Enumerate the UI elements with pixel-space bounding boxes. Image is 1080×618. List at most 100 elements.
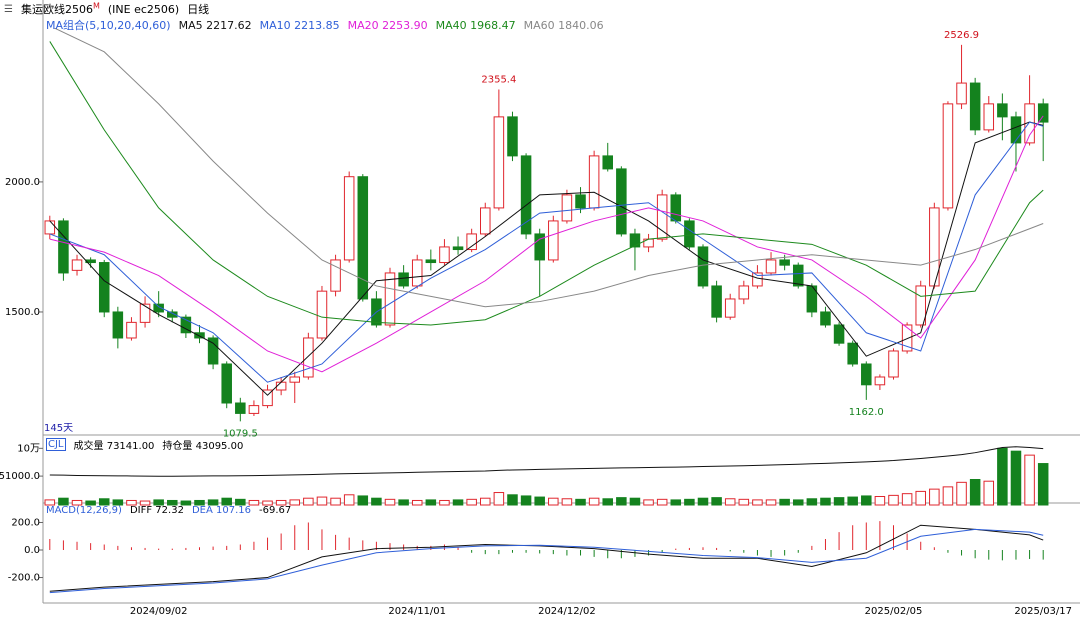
candle-body	[493, 116, 505, 209]
volume-bar	[289, 499, 301, 506]
days-label: 145天	[44, 423, 74, 434]
candle-body	[439, 246, 450, 264]
volume-bar	[874, 496, 886, 506]
volume-bar	[561, 498, 573, 506]
volume-bar	[425, 499, 437, 506]
volume-bar	[71, 499, 83, 506]
legend-item: MA20 2253.90	[348, 19, 428, 32]
candle-body	[629, 233, 641, 248]
volume-legend: CJL 成交量 73141.00 持仓量 43095.00	[46, 437, 243, 452]
candle-body	[820, 311, 831, 326]
volume-bar	[806, 498, 818, 506]
volume-bar	[997, 447, 1008, 506]
legend-value: 1968.47	[470, 18, 516, 32]
candle-body	[956, 82, 967, 105]
volume-bar	[139, 500, 151, 506]
y-tick-label: 2000.0	[5, 177, 40, 188]
volume-bar	[44, 499, 56, 506]
volume-bar	[629, 497, 641, 506]
legend-value: 2213.85	[294, 18, 340, 32]
candle-body	[1010, 116, 1022, 144]
volume-bar	[180, 500, 192, 506]
candle-body	[71, 259, 83, 271]
volume-bar	[888, 494, 899, 506]
candle-body	[752, 272, 763, 287]
volume-bar	[58, 497, 69, 506]
volume-bar	[452, 499, 464, 506]
volume-bar	[670, 499, 682, 506]
dea-line	[49, 528, 1044, 594]
volume-bar	[697, 497, 709, 506]
volume-bar	[153, 499, 164, 506]
volume-bar	[901, 493, 913, 506]
volume-bar	[779, 498, 790, 506]
candle-body	[724, 298, 736, 318]
candle-body	[112, 311, 124, 339]
volume-bar	[548, 497, 559, 506]
candle-body	[98, 262, 110, 313]
volume-bar	[983, 480, 995, 506]
candle-body	[969, 82, 981, 131]
candle-body	[262, 389, 273, 407]
volume-bar	[167, 499, 178, 506]
y-tick-label: 200.0	[11, 517, 40, 528]
candle-body	[466, 233, 477, 251]
volume-bar	[942, 486, 954, 506]
legend-value: 2253.90	[382, 18, 428, 32]
candle-body	[942, 103, 954, 209]
volume-bar	[643, 499, 654, 506]
volume-bar	[724, 498, 736, 506]
candle-body	[180, 316, 192, 334]
candle-body	[997, 103, 1008, 118]
menu-icon[interactable]: ☰	[4, 3, 13, 15]
y-tick-label: -200.0	[8, 573, 40, 584]
code: (INE ec2506)	[107, 2, 180, 16]
volume-bar	[98, 498, 110, 506]
volume-bar	[207, 499, 219, 506]
period-select[interactable]: 日线	[187, 3, 210, 16]
candle-body	[711, 285, 722, 318]
legend-item: MA40 1968.47	[436, 19, 516, 32]
candle-body	[847, 342, 858, 365]
volume-bar	[929, 488, 940, 506]
legend-name: MA40	[435, 18, 467, 32]
x-tick-label: 2024/11/01	[388, 606, 446, 617]
candle-body	[235, 402, 246, 414]
volume-bar	[343, 494, 355, 506]
volume-bar	[126, 499, 137, 506]
candle-body	[316, 290, 328, 339]
legend-name: MA10	[259, 18, 291, 32]
volume-bar	[711, 497, 722, 506]
volume-title[interactable]: CJL	[46, 438, 66, 451]
main-flag: M	[92, 1, 100, 11]
ma-line	[49, 115, 1044, 373]
candle-body	[303, 337, 314, 378]
ma-title: MA组合(5,10,20,40,60)	[46, 19, 171, 32]
candle-body	[588, 155, 600, 209]
candle-body	[901, 324, 913, 352]
legend-value: 2217.62	[206, 18, 252, 32]
days: 145天	[44, 419, 73, 434]
candle-body	[384, 272, 396, 326]
legend-value: 73141.00	[106, 441, 155, 452]
candle-body	[779, 259, 790, 266]
candle-body	[221, 363, 232, 404]
y-tick-label: 10万	[17, 443, 40, 454]
extreme-label: 2355.4	[481, 74, 516, 85]
volume-bar	[969, 479, 981, 506]
volume-bar	[1037, 463, 1049, 506]
candle-body	[275, 381, 287, 391]
volume-bar	[248, 499, 260, 506]
candle-body	[983, 103, 995, 131]
volume-bar	[847, 496, 858, 506]
candle-body	[398, 272, 409, 287]
volume-bar	[371, 497, 382, 506]
candle-body	[684, 220, 695, 248]
extreme-label: 1079.5	[223, 428, 258, 439]
candle-body	[139, 303, 151, 323]
y-tick-label: 0.0	[24, 545, 40, 556]
candle-body	[248, 405, 260, 414]
legend-item: MA60 1840.06	[524, 19, 604, 32]
title: 集运欧线2506M	[21, 1, 100, 17]
